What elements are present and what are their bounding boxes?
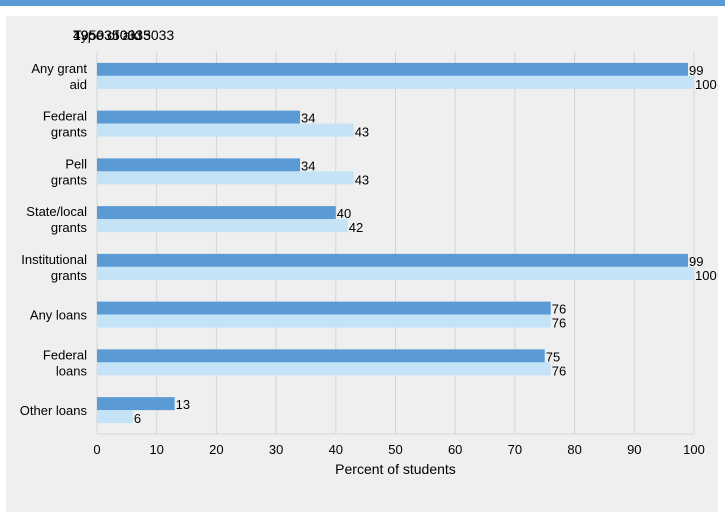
x-tick-label-6: 60 bbox=[448, 442, 462, 457]
category-label-6-line-0: Federal bbox=[43, 347, 87, 362]
data-label-s1-c0: 100 bbox=[695, 77, 717, 92]
data-label-s0-c4: 99 bbox=[689, 254, 703, 269]
category-label-4-line-1: grants bbox=[51, 268, 88, 283]
overlap-label-2: 1950350335033 bbox=[73, 27, 175, 43]
x-tick-label-7: 70 bbox=[508, 442, 522, 457]
bar-s1-c3 bbox=[97, 219, 348, 233]
data-label-s1-c6: 76 bbox=[552, 363, 566, 378]
data-label-s1-c5: 76 bbox=[552, 316, 566, 331]
category-label-5-line-0: Any loans bbox=[30, 308, 88, 323]
x-tick-label-2: 20 bbox=[209, 442, 223, 457]
category-label-6-line-1: loans bbox=[56, 363, 88, 378]
data-label-s0-c3: 40 bbox=[337, 206, 351, 221]
data-label-s0-c2: 34 bbox=[301, 158, 315, 173]
bar-s0-c6 bbox=[97, 349, 545, 363]
bar-s0-c7 bbox=[97, 397, 175, 411]
data-label-s0-c7: 13 bbox=[176, 397, 190, 412]
bar-s0-c3 bbox=[97, 206, 336, 220]
category-label-2-line-0: Pell bbox=[65, 156, 87, 171]
x-tick-label-10: 100 bbox=[683, 442, 705, 457]
bar-s0-c2 bbox=[97, 158, 300, 172]
category-label-1-line-1: grants bbox=[51, 125, 88, 140]
category-label-0-line-0: Any grant bbox=[31, 61, 87, 76]
bar-s1-c5 bbox=[97, 314, 551, 328]
category-label-2-line-1: grants bbox=[51, 172, 88, 187]
bar-s0-c0 bbox=[97, 62, 689, 76]
category-label-7-line-0: Other loans bbox=[20, 403, 88, 418]
data-label-s0-c5: 76 bbox=[552, 302, 566, 317]
overlap-label-0: Type of aid bbox=[73, 27, 142, 43]
bar-s0-c5 bbox=[97, 301, 551, 315]
data-label-s1-c3: 42 bbox=[349, 220, 363, 235]
category-label-3-line-0: State/local bbox=[26, 204, 87, 219]
bar-s1-c4 bbox=[97, 266, 694, 280]
bar-s1-c2 bbox=[97, 171, 354, 185]
data-label-s0-c0: 99 bbox=[689, 63, 703, 78]
overlap-label-1: 4950350033 bbox=[73, 27, 151, 43]
data-label-s1-c7: 6 bbox=[134, 411, 141, 426]
category-label-4-line-0: Institutional bbox=[21, 252, 87, 267]
x-axis-label: Percent of students bbox=[335, 461, 456, 477]
category-label-1-line-0: Federal bbox=[43, 109, 87, 124]
x-tick-label-0: 0 bbox=[93, 442, 100, 457]
category-label-3-line-1: grants bbox=[51, 220, 88, 235]
bar-s1-c0 bbox=[97, 75, 694, 89]
category-label-0-line-1: aid bbox=[70, 77, 87, 92]
x-tick-label-5: 50 bbox=[388, 442, 402, 457]
x-tick-label-8: 80 bbox=[567, 442, 581, 457]
x-tick-label-9: 90 bbox=[627, 442, 641, 457]
data-label-s1-c4: 100 bbox=[695, 268, 717, 283]
data-label-s0-c6: 75 bbox=[546, 349, 560, 364]
x-tick-label-4: 40 bbox=[329, 442, 343, 457]
bar-s1-c6 bbox=[97, 362, 551, 376]
top-accent-rule bbox=[0, 0, 725, 6]
x-tick-label-1: 10 bbox=[149, 442, 163, 457]
data-label-s1-c2: 43 bbox=[355, 172, 369, 187]
bar-s0-c1 bbox=[97, 110, 300, 124]
x-tick-label-3: 30 bbox=[269, 442, 283, 457]
bar-s1-c7 bbox=[97, 410, 133, 424]
bar-s0-c4 bbox=[97, 253, 689, 267]
data-label-s1-c1: 43 bbox=[355, 125, 369, 140]
bar-s1-c1 bbox=[97, 123, 354, 137]
data-label-s0-c1: 34 bbox=[301, 111, 315, 126]
